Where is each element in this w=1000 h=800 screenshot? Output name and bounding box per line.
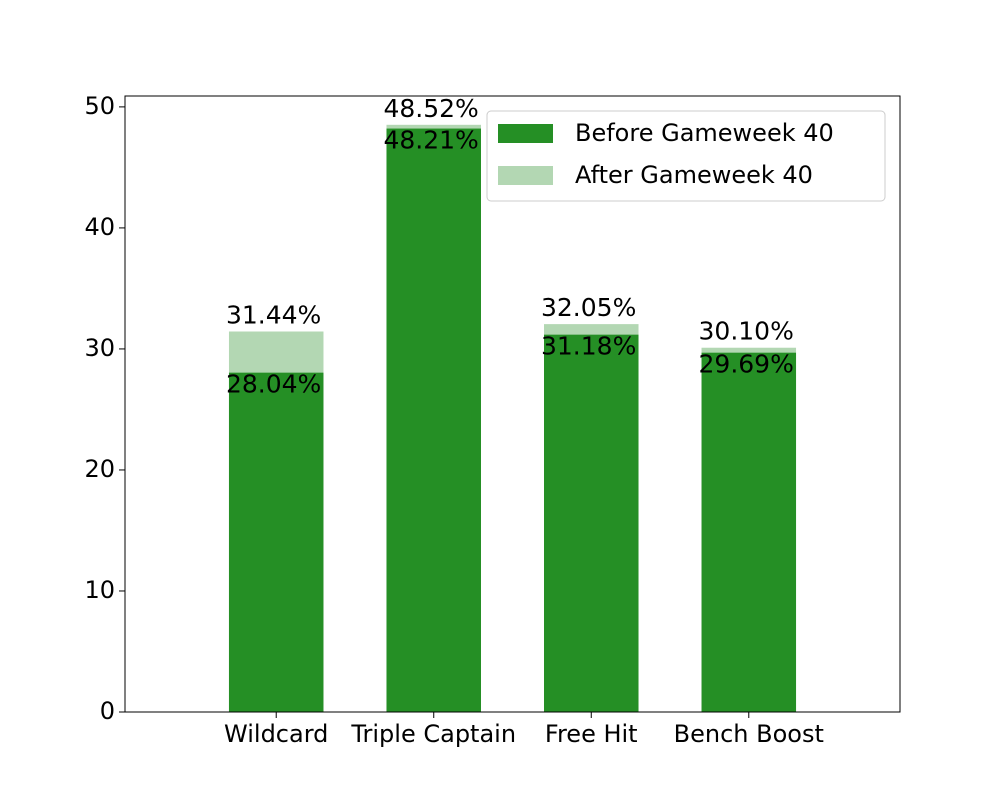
y-tick-label: 30 (84, 334, 115, 362)
y-tick-label: 40 (84, 213, 115, 241)
y-tick-label: 20 (84, 455, 115, 483)
value-label: 31.44% (226, 301, 321, 330)
legend-swatch (498, 166, 553, 185)
bar (228, 372, 324, 712)
x-tick-label: Free Hit (545, 720, 638, 748)
legend-box (486, 110, 886, 202)
legend-swatch (498, 124, 553, 143)
value-label: 28.04% (226, 370, 321, 399)
x-tick-label: Wildcard (224, 720, 328, 748)
value-label: 48.21% (383, 126, 478, 155)
legend-label: After Gameweek 40 (575, 161, 813, 189)
plot-frame (124, 95, 901, 713)
y-tick-label: 0 (100, 697, 115, 725)
y-tick-label: 10 (84, 576, 115, 604)
value-label: 48.52% (383, 94, 478, 123)
x-tick-label: Triple Captain (350, 720, 516, 748)
bar (701, 352, 797, 712)
value-label: 30.10% (699, 317, 794, 346)
y-tick-label: 50 (84, 92, 115, 120)
value-label: 32.05% (541, 293, 636, 322)
value-label: 29.69% (699, 350, 794, 379)
legend-label: Before Gameweek 40 (575, 119, 834, 147)
bar (386, 128, 481, 712)
x-tick-label: Bench Boost (674, 720, 824, 748)
value-label: 31.18% (541, 332, 636, 361)
bar (544, 334, 639, 712)
